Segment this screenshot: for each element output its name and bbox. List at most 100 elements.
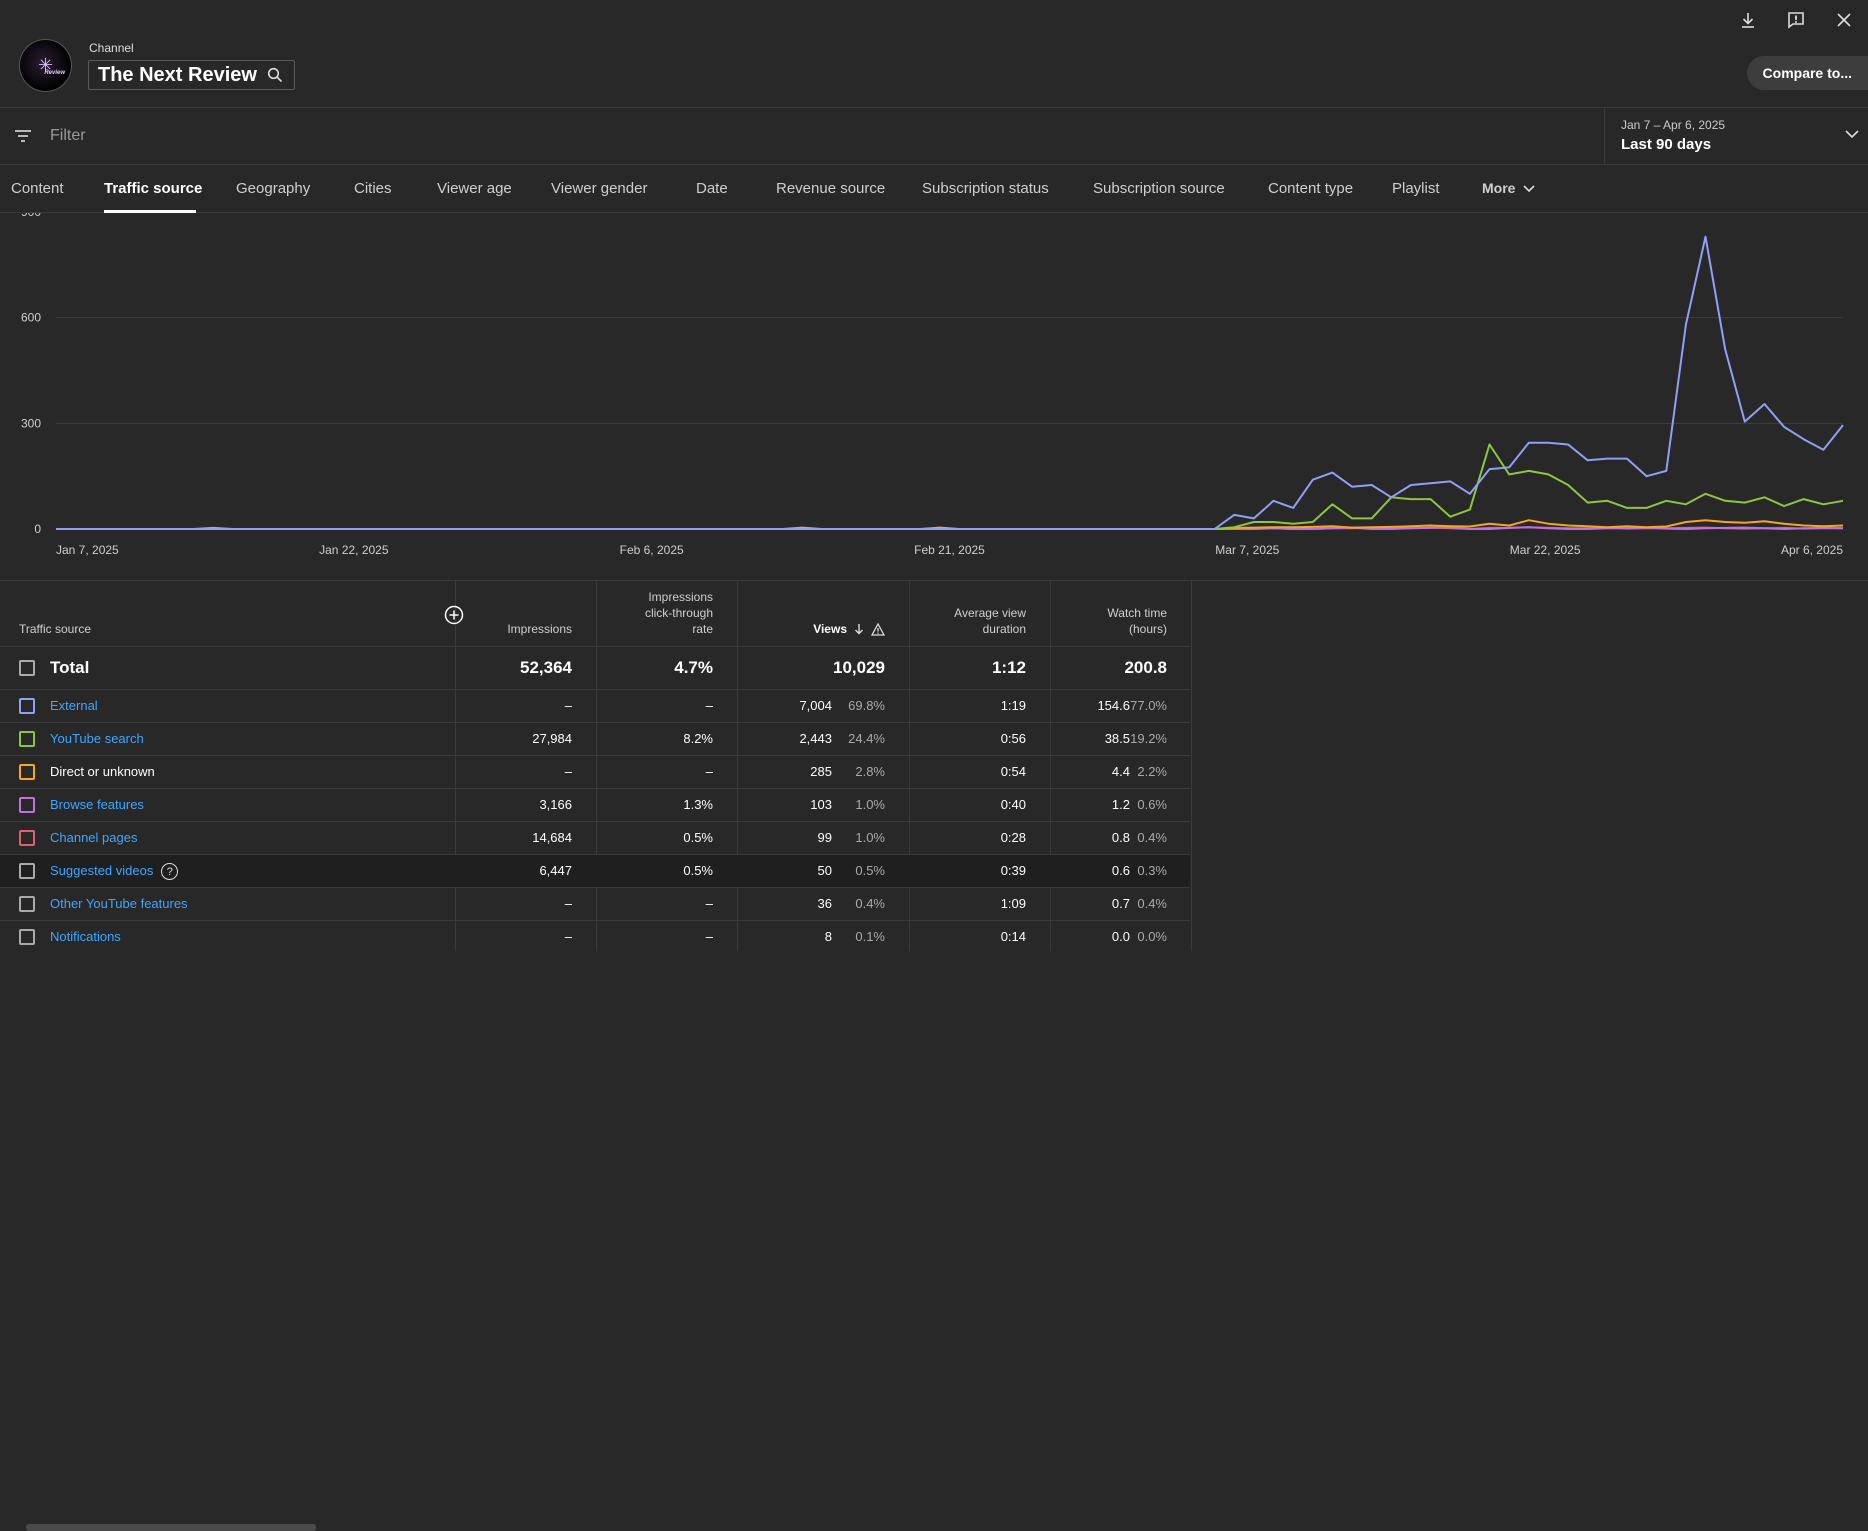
header-avd-line1: Average view	[954, 606, 1026, 620]
row-avd: 0:39	[1000, 863, 1026, 878]
feedback-icon[interactable]	[1772, 8, 1820, 32]
table-row: Direct or unknown – – 285 2.8% 0:54 4.4 2.2%	[0, 755, 1190, 788]
row-source-link: Direct or unknown	[50, 764, 155, 779]
tab-playlist[interactable]: Playlist	[1392, 180, 1440, 197]
y-tick-label: 600	[21, 311, 41, 325]
header-traffic-source[interactable]: Traffic source	[19, 622, 92, 636]
total-ctr: 4.7%	[674, 658, 713, 677]
date-range-picker[interactable]: Jan 7 – Apr 6, 2025 Last 90 days	[1604, 108, 1868, 165]
row-checkbox[interactable]	[19, 863, 35, 879]
row-source-link[interactable]: Browse features	[50, 797, 144, 812]
tab-content-type[interactable]: Content type	[1268, 180, 1354, 197]
row-ctr: –	[705, 698, 713, 713]
row-watch: 0.8	[1111, 830, 1130, 845]
download-icon[interactable]	[1724, 8, 1772, 32]
row-checkbox[interactable]	[19, 764, 35, 780]
sort-down-icon	[853, 623, 865, 635]
row-ctr: 1.3%	[683, 797, 713, 812]
horizontal-scrollbar[interactable]	[26, 1524, 316, 1531]
chevron-down-icon	[1523, 184, 1535, 193]
column-divider	[1050, 581, 1051, 951]
row-source-label: Browse features	[50, 797, 144, 812]
help-icon[interactable]: ?	[161, 863, 179, 881]
channel-avatar[interactable]: ✳ Review	[19, 39, 72, 92]
row-checkbox[interactable]	[19, 698, 35, 714]
table-row-total: Total 52,364 4.7% 10,029 1:12 200.8	[0, 646, 1190, 689]
row-source-link[interactable]: Channel pages	[50, 830, 137, 845]
tab-geography[interactable]: Geography	[236, 180, 311, 197]
avatar-text: Review	[44, 70, 65, 76]
y-tick-label: 900	[21, 213, 41, 219]
header-avd-line2: duration	[982, 622, 1026, 636]
row-views: 99	[817, 830, 832, 845]
row-views-pct: 1.0%	[855, 830, 885, 845]
tab-viewer-gender[interactable]: Viewer gender	[551, 180, 648, 197]
row-checkbox[interactable]	[19, 731, 35, 747]
row-source-link[interactable]: Suggested videos?	[50, 863, 179, 881]
header-views[interactable]: Views	[737, 621, 885, 637]
row-watch-pct: 0.3%	[1137, 863, 1167, 878]
traffic-chart: 0 300 600 900 Jan 7, 2025 Jan 22, 2025 Feb 6, …	[0, 205, 1868, 580]
total-label: Total	[50, 658, 90, 677]
tab-cities[interactable]: Cities	[354, 180, 392, 197]
row-views-pct: 0.5%	[855, 863, 885, 878]
tab-traffic-source[interactable]: Traffic source	[104, 180, 203, 197]
date-range-label: Last 90 days	[1621, 136, 1712, 153]
row-ctr: –	[705, 764, 713, 779]
row-checkbox[interactable]	[19, 797, 35, 813]
filter-icon[interactable]	[13, 128, 33, 144]
filter-bar: Filter Jan 7 – Apr 6, 2025 Last 90 days	[0, 108, 1868, 165]
row-views-pct: 24.4%	[848, 731, 885, 746]
column-divider	[737, 581, 738, 951]
header-impressions[interactable]: Impressions	[507, 622, 572, 636]
total-impressions: 52,364	[520, 658, 572, 677]
row-impressions: 3,166	[539, 797, 572, 812]
row-watch-pct: 77.0%	[1130, 698, 1167, 713]
row-impressions: 14,684	[532, 830, 572, 845]
add-column-icon[interactable]	[444, 605, 464, 625]
series-line-1[interactable]	[56, 443, 1844, 530]
row-source-label: Direct or unknown	[50, 764, 155, 779]
row-watch: 0.0	[1111, 929, 1130, 944]
row-source-link[interactable]: Other YouTube features	[50, 896, 188, 911]
row-checkbox[interactable]	[19, 896, 35, 912]
header-watch-time[interactable]: Watch time (hours)	[1050, 605, 1167, 637]
tab-viewer-age[interactable]: Viewer age	[437, 180, 512, 197]
tab-date[interactable]: Date	[696, 180, 728, 197]
tab-subscription-source[interactable]: Subscription source	[1093, 180, 1225, 197]
row-views: 8	[824, 929, 832, 944]
row-checkbox[interactable]	[19, 830, 35, 846]
table-row: Browse features 3,166 1.3% 103 1.0% 0:40 1.2 0.…	[0, 788, 1190, 821]
row-views: 36	[817, 896, 832, 911]
header-ctr[interactable]: Impressions click-through rate	[596, 589, 713, 637]
filter-input[interactable]: Filter	[50, 127, 86, 144]
row-ctr: –	[705, 896, 713, 911]
row-ctr: –	[705, 929, 713, 944]
table-row: External – – 7,004 69.8% 1:19 154.6 77.0%	[0, 689, 1190, 722]
row-views: 103	[810, 797, 832, 812]
warning-icon[interactable]	[871, 622, 885, 636]
close-icon[interactable]	[1820, 8, 1868, 32]
tab-subscription-status[interactable]: Subscription status	[922, 180, 1049, 197]
tab-revenue-source[interactable]: Revenue source	[776, 180, 886, 197]
header-avg-view-duration[interactable]: Average view duration	[909, 605, 1026, 637]
tab-content[interactable]: Content	[11, 180, 64, 197]
x-tick-label: Mar 7, 2025	[1215, 543, 1279, 557]
row-source-link[interactable]: YouTube search	[50, 731, 144, 746]
series-line-0[interactable]	[56, 235, 1844, 530]
row-checkbox[interactable]	[19, 929, 35, 945]
row-impressions: 6,447	[539, 863, 572, 878]
tab-more[interactable]: More	[1482, 180, 1535, 196]
channel-selector[interactable]: The Next Review	[88, 60, 295, 90]
row-source-link[interactable]: External	[50, 698, 98, 713]
compare-button[interactable]: Compare to...	[1746, 56, 1868, 90]
row-watch: 154.6	[1097, 698, 1130, 713]
total-checkbox[interactable]	[19, 660, 35, 676]
row-watch-pct: 0.4%	[1137, 830, 1167, 845]
channel-label: Channel	[89, 41, 134, 55]
row-source-link[interactable]: Notifications	[50, 929, 121, 944]
channel-header: ✳ Review Channel The Next Review Compare…	[0, 0, 1868, 108]
row-avd: 1:09	[1000, 896, 1026, 911]
traffic-table: Traffic source Impressions Impressions c…	[0, 580, 1868, 1531]
column-divider	[455, 581, 456, 951]
